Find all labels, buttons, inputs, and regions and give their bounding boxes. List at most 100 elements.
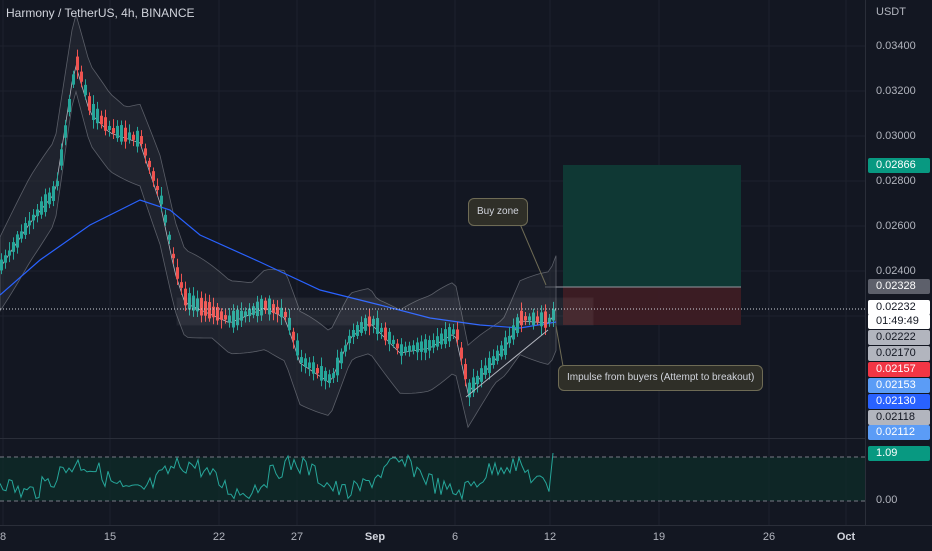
consolidation-box — [176, 297, 594, 326]
price-chart[interactable] — [0, 0, 865, 525]
candle-body — [144, 148, 147, 156]
candle-body — [388, 331, 391, 345]
candle-body — [532, 312, 535, 326]
candle-body — [496, 350, 499, 361]
candle-body — [436, 336, 439, 347]
date-tick: 19 — [652, 531, 666, 543]
candle-body — [420, 341, 423, 352]
pane-separator[interactable] — [0, 438, 865, 439]
candle-body — [516, 317, 519, 334]
candle-body — [432, 340, 435, 348]
price-tick: 0.03000 — [876, 130, 916, 142]
candle-body — [524, 316, 527, 321]
candle-body — [20, 231, 23, 239]
ma-price-tag: 0.02130 — [868, 394, 930, 409]
candle-body — [172, 253, 175, 259]
candle-body — [536, 316, 539, 322]
candle-body — [176, 267, 179, 279]
candle-body — [112, 128, 115, 134]
candle-body — [76, 56, 79, 71]
candle-body — [364, 318, 367, 331]
time-axis[interactable] — [0, 525, 932, 551]
date-tick: 12 — [543, 531, 557, 543]
candle-body — [228, 315, 231, 323]
candle-body — [52, 186, 55, 202]
candle-body — [504, 337, 507, 356]
candle-body — [456, 329, 459, 340]
candle-body — [348, 335, 351, 344]
candle-body — [552, 309, 555, 321]
candle-body — [300, 357, 303, 363]
candle-body — [412, 345, 415, 351]
symbol-title[interactable]: Harmony / TetherUS, 4h, BINANCE — [6, 6, 195, 20]
date-tick: 15 — [103, 531, 117, 543]
date-tick: 8 — [0, 531, 7, 543]
candle-body — [184, 288, 187, 306]
candle-body — [396, 343, 399, 349]
candle-body — [116, 125, 119, 139]
currency-label[interactable]: USDT — [876, 6, 906, 18]
price-tick: 0.02800 — [876, 175, 916, 187]
candle-body — [264, 300, 267, 311]
candle-body — [336, 357, 339, 376]
candle-body — [168, 234, 171, 240]
candle-body — [120, 125, 123, 142]
price-tick: 0.03200 — [876, 85, 916, 97]
candle-body — [548, 317, 551, 322]
stop-zone — [563, 287, 741, 325]
candle-body — [284, 311, 287, 318]
candle-body — [232, 310, 235, 328]
candle-body — [104, 117, 107, 131]
candle-body — [128, 132, 131, 140]
candle-body — [204, 301, 207, 316]
candle-body — [408, 345, 411, 352]
candle-body — [252, 306, 255, 315]
candle-body — [260, 298, 263, 316]
candle-body — [324, 370, 327, 382]
candle-body — [500, 345, 503, 357]
candle-body — [212, 306, 215, 318]
candle-body — [368, 316, 371, 327]
candle-body — [108, 125, 111, 131]
candle-body — [248, 308, 251, 317]
candle-body — [484, 365, 487, 375]
price-axis[interactable] — [865, 0, 932, 525]
date-tick-month: Sep — [364, 531, 386, 543]
candle-body — [276, 306, 279, 315]
candle-body — [372, 318, 375, 326]
candle-body — [160, 195, 163, 205]
candle-body — [256, 301, 259, 317]
buy-zone-callout[interactable]: Buy zone — [468, 198, 528, 226]
candle-body — [376, 318, 379, 334]
candle-body — [332, 373, 335, 378]
candle-body — [100, 115, 103, 125]
candle-body — [208, 302, 211, 319]
candle-body — [476, 375, 479, 385]
date-tick: 27 — [290, 531, 304, 543]
candle-body — [440, 333, 443, 345]
indicator-price-tag: 0.02153 — [868, 378, 930, 393]
target-zone — [563, 165, 741, 287]
candle-body — [512, 325, 515, 340]
candle-body — [24, 223, 27, 235]
candle-body — [136, 130, 139, 147]
trend-line — [465, 329, 549, 398]
candle-body — [56, 180, 59, 187]
candle-body — [468, 382, 471, 398]
candle-body — [132, 134, 135, 140]
candle-body — [96, 108, 99, 124]
candle-body — [140, 136, 143, 144]
candle-body — [124, 127, 127, 142]
candle-body — [448, 327, 451, 342]
candle-body — [180, 282, 183, 288]
candle-body — [460, 347, 463, 359]
candle-body — [304, 358, 307, 368]
candle-body — [72, 74, 75, 85]
impulse-callout[interactable]: Impulse from buyers (Attempt to breakout… — [558, 365, 764, 391]
chart-area[interactable] — [0, 0, 865, 525]
candle-body — [44, 194, 47, 213]
candle-body — [416, 342, 419, 353]
candle-body — [4, 255, 7, 263]
candle-body — [528, 316, 531, 321]
candle-body — [224, 315, 227, 320]
